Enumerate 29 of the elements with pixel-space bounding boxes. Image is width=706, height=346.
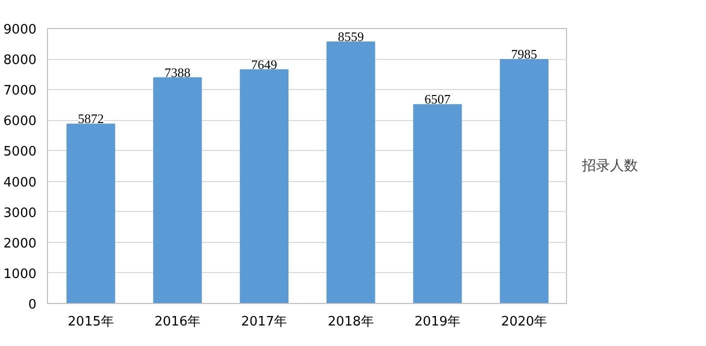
y-tick-label: 0 bbox=[28, 298, 37, 312]
y-tick-label: 6000 bbox=[3, 114, 37, 130]
x-tick-label: 2020年 bbox=[501, 314, 548, 330]
x-tick-label: 2019年 bbox=[414, 314, 461, 330]
x-tick-label: 2016年 bbox=[154, 314, 201, 330]
y-tick-label: 4000 bbox=[3, 175, 37, 190]
bar bbox=[500, 59, 548, 304]
data-label: 7649 bbox=[251, 56, 278, 72]
y-tick-label: 2000 bbox=[3, 236, 37, 252]
data-label: 7985 bbox=[511, 46, 538, 62]
data-label: 5872 bbox=[78, 111, 104, 126]
y-tick-label: 1000 bbox=[3, 266, 37, 282]
y-tick-label: 7000 bbox=[3, 84, 37, 99]
bar bbox=[240, 69, 288, 304]
y-tick-label: 3000 bbox=[3, 206, 37, 221]
bar bbox=[153, 77, 202, 304]
text: 招录人数 bbox=[582, 156, 638, 174]
bar bbox=[413, 104, 462, 304]
data-label: 7388 bbox=[164, 64, 190, 80]
y-tick-label: 5000 bbox=[3, 144, 37, 160]
data-label: 8559 bbox=[338, 28, 364, 44]
data-label: 6507 bbox=[424, 92, 451, 107]
x-tick-label: 2018年 bbox=[328, 314, 374, 330]
x-tick-label: 2015年 bbox=[68, 314, 114, 330]
x-tick-label: 2017年 bbox=[241, 314, 288, 330]
y-tick-label: 9000 bbox=[3, 22, 37, 38]
y-tick-label: 8000 bbox=[3, 53, 37, 68]
bar bbox=[66, 124, 116, 304]
bar bbox=[326, 41, 376, 304]
